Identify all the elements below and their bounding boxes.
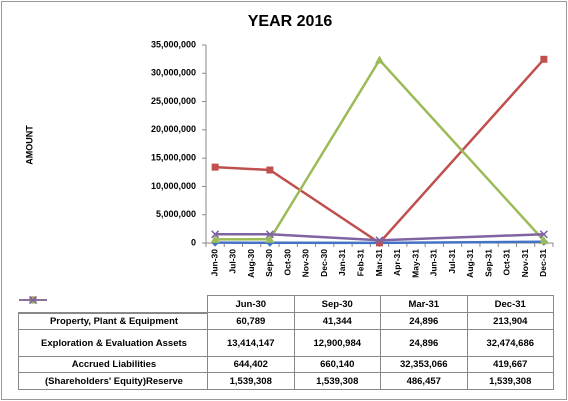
table-header: Jun-30 — [208, 295, 295, 313]
x-tick-label: Nov-30 — [301, 249, 311, 278]
x-tick-label: Dec-31 — [538, 249, 548, 277]
table-value: 13,414,147 — [208, 330, 295, 357]
x-tick-label: Jun-30 — [209, 249, 219, 277]
x-tick-label: Jul-31 — [447, 249, 457, 274]
table-value: 419,667 — [467, 357, 554, 373]
chart-title: YEAR 2016 — [248, 13, 333, 30]
data-point — [211, 230, 220, 239]
x-tick-label: Apr-31 — [392, 249, 402, 276]
data-point — [539, 236, 549, 245]
x-tick-label: Dec-30 — [319, 249, 329, 277]
data-point — [265, 230, 274, 239]
legend-key — [19, 295, 47, 305]
legend-label: Property, Plant & Equipment — [49, 316, 179, 327]
y-tick-label: 15,000,000 — [151, 153, 196, 163]
series-line — [215, 233, 544, 242]
x-tick-label: Oct-31 — [502, 249, 512, 276]
x-tick-label: May-31 — [410, 249, 420, 278]
x-tick-label: Nov-31 — [520, 249, 530, 278]
table-value: 41,344 — [294, 313, 381, 330]
x-tick-label: Oct-30 — [282, 249, 292, 276]
table-value: 60,789 — [208, 313, 295, 330]
table-value: 1,539,308 — [467, 373, 554, 390]
y-tick-label: 20,000,000 — [151, 124, 196, 134]
table-corner — [18, 295, 208, 313]
table-value: 213,904 — [467, 313, 554, 330]
x-tick-label: Sep-30 — [264, 249, 274, 277]
data-point — [376, 239, 383, 247]
x-tick-label: Feb-31 — [355, 249, 365, 277]
data-table: Jun-30 Sep-30 Mar-31 Dec-31 Property, Plant … — [18, 295, 554, 390]
legend-label: Accrued Liabilities — [71, 359, 157, 370]
series-line — [215, 240, 544, 245]
x-tick-label: Jun-31 — [429, 249, 439, 277]
table-value: 32,474,686 — [467, 330, 554, 357]
x-tick-label: Jul-30 — [228, 249, 238, 274]
x-tick-label: Mar-31 — [374, 249, 384, 277]
series-line — [215, 58, 545, 245]
table-header: Dec-31 — [467, 295, 554, 313]
legend-label: (Shareholders' Equity)Reserve — [45, 375, 183, 387]
table-row-label: Accrued Liabilities — [18, 295, 208, 373]
data-point — [540, 55, 548, 63]
legend-label: Exploration & Evaluation Assets — [41, 337, 187, 349]
x-tick-label: Aug-31 — [465, 249, 475, 278]
y-axis-label: AMOUNT — [24, 125, 34, 165]
legend-marker — [28, 295, 38, 305]
data-point — [210, 234, 220, 243]
table-value: 32,353,066 — [381, 357, 468, 373]
y-tick-label: 30,000,000 — [151, 68, 196, 78]
x-tick-label: Jan-31 — [337, 249, 347, 276]
table-value: 660,140 — [294, 357, 381, 373]
table-row-label: Exploration & Evaluation Assets — [18, 296, 208, 357]
x-tick-label: Aug-30 — [246, 249, 256, 278]
data-point — [211, 163, 219, 171]
table-header: Mar-31 — [381, 295, 468, 313]
data-point — [266, 166, 274, 174]
table-header: Sep-30 — [294, 295, 381, 313]
y-tick-label: 0 — [191, 237, 196, 247]
table-row-label: (Shareholders' Equity)Reserve — [18, 295, 208, 390]
data-point — [265, 234, 275, 243]
table-value: 1,539,308 — [294, 373, 381, 390]
table-value: 12,900,984 — [294, 330, 381, 357]
table-value: 1,539,308 — [208, 373, 295, 390]
x-tick-label: Sep-31 — [483, 249, 493, 277]
data-point — [375, 55, 384, 64]
table-value: 24,896 — [381, 330, 468, 357]
y-tick-label: 10,000,000 — [151, 181, 196, 191]
table-value: 644,402 — [208, 357, 295, 373]
y-tick-label: 5,000,000 — [156, 209, 196, 219]
data-point — [539, 230, 548, 239]
table-value: 24,896 — [381, 313, 468, 330]
table-row-label: Property, Plant & Equipment — [18, 296, 208, 330]
table-value: 486,457 — [381, 373, 468, 390]
y-tick-label: 35,000,000 — [151, 39, 196, 49]
y-tick-label: 25,000,000 — [151, 96, 196, 106]
data-point — [375, 236, 384, 245]
series-line — [215, 57, 545, 242]
